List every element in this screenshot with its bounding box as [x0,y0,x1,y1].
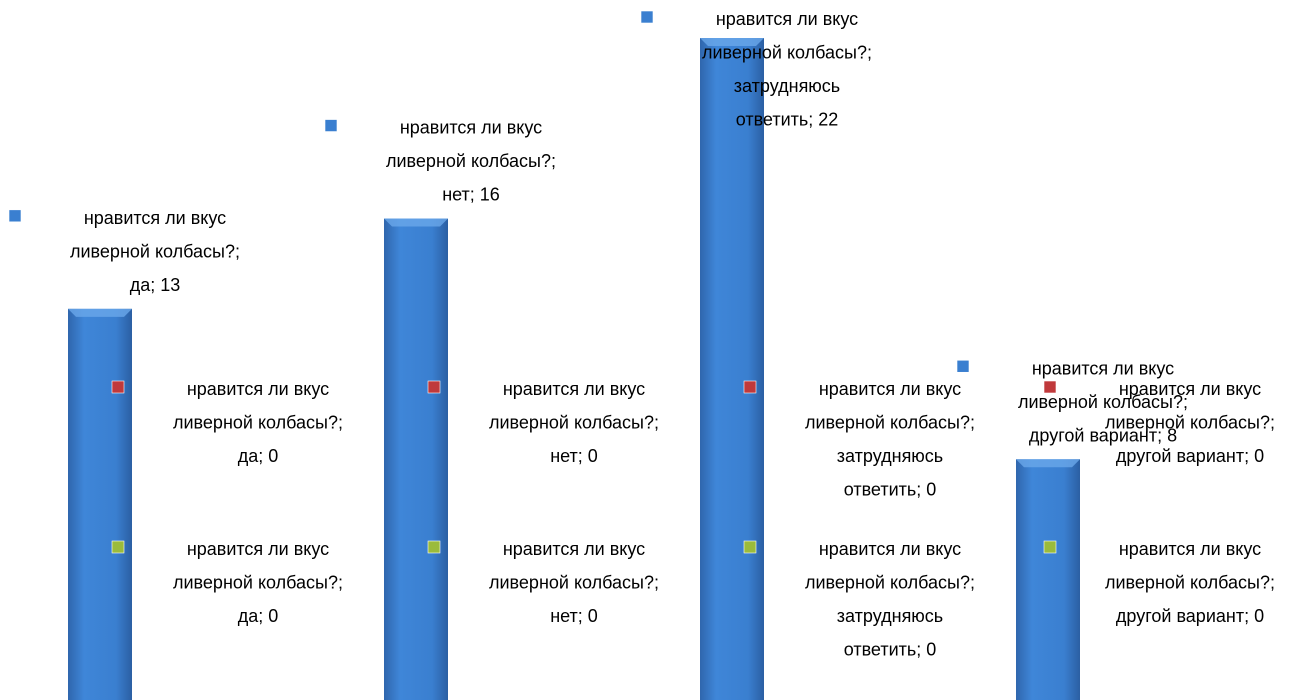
data-label: нравится ли вкус ливерной колбасы?; нет; 0 [489,539,659,626]
data-label: нравится ли вкус ливерной колбасы?; другой… [1105,379,1275,466]
legend-key [427,380,441,394]
bar-bevel [1016,459,1080,468]
legend-key [324,119,338,132]
legend-key [640,10,654,24]
bar [384,218,448,700]
legend-key [743,380,757,394]
bar [700,38,764,700]
data-label: нравится ли вкус ливерной колбасы?; да; 0 [173,379,343,466]
legend-key [1043,540,1057,554]
bar [68,308,132,700]
data-label: нравится ли вкус ливерной колбасы?; затруд… [805,379,975,500]
bar-bevel [700,38,764,46]
legend-key [427,540,441,554]
legend-key [956,359,970,373]
data-label: нравится ли вкус ливерной колбасы?; нет; 0 [489,379,659,466]
data-label: нравится ли вкус ливерной колбасы?; да; 13 [70,208,240,295]
bar-bevel [68,308,132,317]
legend-key [111,540,125,554]
data-label: нравится ли вкус ливерной колбасы?; другой… [1105,539,1275,626]
bar [1016,459,1080,700]
legend-key [8,209,22,223]
data-label: нравится ли вкус ливерной колбасы?; нет; 1… [386,117,556,204]
legend-key [743,540,757,554]
data-label: нравится ли вкус ливерной колбасы?; да; 0 [173,539,343,626]
data-label: нравится ли вкус ливерной колбасы?; другой… [1018,358,1188,445]
data-label: нравится ли вкус ливерной колбасы?; затруд… [805,539,975,660]
data-label: нравится ли вкус ливерной колбасы?; затруд… [702,9,872,130]
bar-bevel [384,218,448,227]
legend-key [1043,380,1057,394]
legend-key [111,380,125,394]
